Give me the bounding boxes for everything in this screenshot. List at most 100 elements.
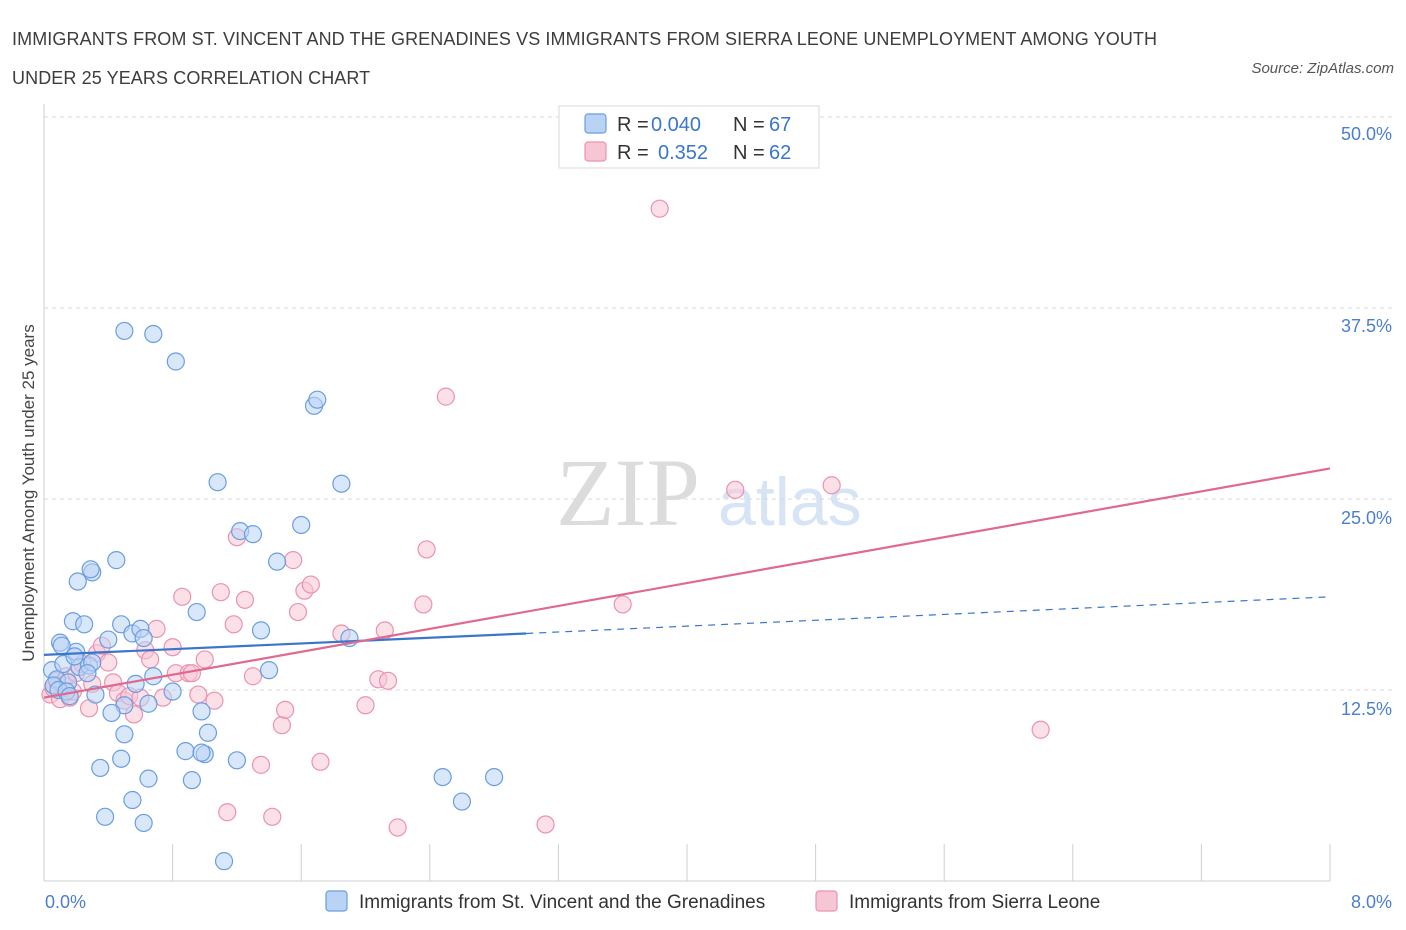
legend-n-label: N = (733, 142, 765, 164)
point-st-vincent (208, 473, 227, 492)
series-sierra-leone-points (41, 199, 1050, 837)
point-sierra-leone (288, 602, 308, 622)
point-sierra-leone (272, 716, 292, 735)
point-sierra-leone (251, 755, 271, 774)
point-st-vincent (139, 694, 158, 713)
point-st-vincent (144, 324, 163, 344)
legend-r-label: R = (617, 142, 649, 164)
point-st-vincent (81, 560, 100, 579)
point-st-vincent (198, 723, 218, 742)
y-tick-label: 37.5% (1341, 316, 1392, 336)
legend: R = 0.040 N = 67 R = 0.352 N = 62 (558, 105, 820, 169)
legend-r-value: 0.040 (651, 114, 701, 136)
point-sierra-leone (284, 551, 303, 570)
chart-title: IMMIGRANTS FROM ST. VINCENT AND THE GREN… (12, 29, 1158, 88)
point-st-vincent (187, 602, 206, 622)
point-st-vincent (166, 352, 185, 371)
point-sierra-leone (235, 590, 255, 609)
point-st-vincent (134, 628, 153, 648)
point-sierra-leone (378, 671, 398, 690)
trend-line-st-vincent (43, 632, 527, 656)
legend-r-value: 0.352 (658, 142, 708, 164)
point-sierra-leone (356, 696, 375, 715)
legend-n-value: 67 (769, 114, 791, 136)
bottom-legend-swatch-blue (325, 890, 348, 912)
point-st-vincent (126, 674, 145, 693)
point-st-vincent (60, 687, 79, 706)
point-sierra-leone (822, 476, 841, 495)
trend-lines (43, 467, 1331, 699)
point-st-vincent (267, 552, 287, 571)
point-st-vincent (112, 749, 131, 768)
point-st-vincent (115, 321, 134, 341)
x-tick-label: 0.0% (45, 892, 86, 912)
point-sierra-leone (205, 691, 224, 710)
point-st-vincent (78, 664, 97, 683)
point-st-vincent (75, 615, 94, 634)
bottom-legend-swatch-pink (815, 890, 838, 912)
y-axis-label: Unemployment Among Youth under 25 years (19, 324, 38, 661)
legend-swatch-blue (584, 113, 607, 134)
source-label: Source: ZipAtlas.com (1251, 60, 1394, 77)
point-sierra-leone (417, 540, 436, 559)
point-sierra-leone (1031, 720, 1050, 739)
point-st-vincent (139, 769, 158, 788)
x-tick-label: 8.0% (1351, 892, 1392, 912)
legend-n-value: 62 (769, 142, 791, 164)
point-sierra-leone (218, 803, 237, 822)
point-st-vincent (107, 551, 126, 570)
point-sierra-leone (311, 752, 330, 771)
legend-r-label: R = (617, 114, 649, 136)
point-st-vincent (115, 725, 134, 744)
point-sierra-leone (263, 807, 282, 826)
point-sierra-leone (388, 818, 407, 837)
point-st-vincent (433, 767, 452, 787)
point-sierra-leone (243, 667, 263, 686)
axes (43, 104, 1331, 882)
bottom-legend: Immigrants from St. Vincent and the Gren… (325, 890, 1100, 913)
point-st-vincent (243, 525, 263, 544)
point-st-vincent (192, 702, 211, 721)
point-st-vincent (176, 742, 195, 761)
point-st-vincent (308, 390, 327, 409)
bottom-legend-label-st-vincent: Immigrants from St. Vincent and the Gren… (359, 892, 765, 913)
point-sierra-leone (414, 595, 433, 614)
point-sierra-leone (211, 583, 230, 602)
point-sierra-leone (276, 700, 295, 719)
point-sierra-leone (140, 650, 160, 669)
point-st-vincent (214, 852, 234, 871)
point-sierra-leone (301, 575, 320, 594)
point-st-vincent (65, 647, 84, 666)
point-st-vincent (292, 515, 311, 535)
y-tick-label: 12.5% (1341, 699, 1392, 719)
point-st-vincent (332, 474, 351, 493)
y-tick-label: 50.0% (1341, 124, 1392, 144)
point-sierra-leone (536, 815, 555, 834)
point-st-vincent (251, 621, 271, 640)
watermark-zip: ZIP (556, 439, 700, 546)
point-sierra-leone (613, 595, 632, 614)
point-sierra-leone (173, 587, 192, 606)
point-st-vincent (182, 771, 201, 790)
bottom-legend-label-sierra-leone: Immigrants from Sierra Leone (849, 892, 1100, 913)
series-st-vincent-points (42, 321, 504, 871)
point-st-vincent (134, 813, 153, 833)
point-st-vincent (102, 703, 121, 723)
point-sierra-leone (99, 653, 118, 672)
point-st-vincent (485, 767, 504, 787)
point-st-vincent (259, 661, 279, 680)
point-sierra-leone (224, 615, 243, 634)
point-sierra-leone (726, 480, 745, 499)
point-sierra-leone (195, 650, 214, 669)
point-sierra-leone (163, 638, 182, 657)
point-st-vincent (91, 758, 110, 778)
point-st-vincent (227, 751, 246, 770)
point-st-vincent (99, 630, 118, 649)
point-st-vincent (452, 792, 472, 811)
point-st-vincent (163, 682, 182, 701)
watermark-atlas: atlas (718, 464, 862, 540)
point-st-vincent (123, 790, 142, 810)
point-st-vincent (95, 807, 115, 826)
trend-line-st-vincent-extension (526, 596, 1331, 635)
point-sierra-leone (436, 387, 455, 406)
